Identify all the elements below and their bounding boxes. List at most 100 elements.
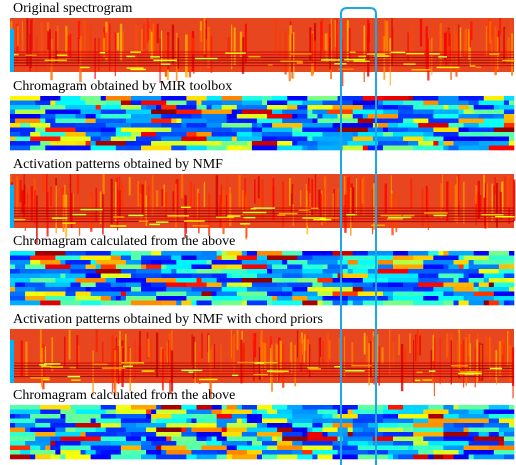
heatmap-cell xyxy=(161,189,164,207)
heatmap-cell xyxy=(495,350,497,380)
heatmap-cell xyxy=(137,180,140,207)
heatmap-cell xyxy=(251,123,258,128)
heatmap-cell xyxy=(55,31,58,64)
heatmap-cell xyxy=(211,132,238,137)
heatmap-cell xyxy=(10,218,514,220)
heatmap-cell xyxy=(30,123,51,128)
heatmap-cell xyxy=(150,56,160,58)
heatmap-cell xyxy=(404,348,407,375)
heatmap-cell xyxy=(475,185,478,204)
heatmap-cell xyxy=(460,343,463,376)
heatmap-cell xyxy=(191,287,222,292)
heatmap-cell xyxy=(415,334,417,362)
heatmap-cell xyxy=(413,445,444,451)
heatmap-cell xyxy=(388,273,419,279)
heatmap-cell xyxy=(287,418,313,424)
heatmap-cell xyxy=(160,30,163,64)
heatmap-cell xyxy=(458,329,461,373)
heatmap-cell xyxy=(10,432,36,437)
heatmap-cell xyxy=(33,177,36,198)
heatmap-cell xyxy=(10,264,16,270)
heatmap-cell xyxy=(303,334,306,351)
heatmap-cell xyxy=(49,366,64,368)
heatmap-cell xyxy=(443,427,454,433)
heatmap-cell xyxy=(35,100,51,106)
heatmap-cell xyxy=(115,432,132,437)
heatmap-cell xyxy=(282,251,303,256)
heatmap-cell xyxy=(80,96,102,101)
heatmap-cell xyxy=(72,193,74,213)
heatmap-cell xyxy=(95,260,127,265)
heatmap-cell xyxy=(130,251,152,256)
heatmap-cell xyxy=(206,136,233,142)
heatmap-cell xyxy=(443,300,454,306)
heatmap-cell xyxy=(453,454,469,460)
heatmap-cell xyxy=(256,123,263,128)
heatmap-cell xyxy=(201,141,222,146)
heatmap-cell xyxy=(176,179,179,221)
heatmap-cell xyxy=(384,183,388,213)
heatmap-cell xyxy=(221,282,228,288)
heatmap-cell xyxy=(359,179,362,215)
heatmap-cell xyxy=(141,28,143,53)
heatmap-cell xyxy=(382,100,404,106)
heatmap-cell xyxy=(77,345,80,364)
heatmap-cell xyxy=(241,260,268,265)
heatmap-cell xyxy=(342,145,364,151)
heatmap-cell xyxy=(311,207,319,210)
heatmap-cell xyxy=(463,423,485,428)
heatmap-cell xyxy=(448,145,459,151)
heatmap-cell xyxy=(171,414,192,419)
heatmap-cell xyxy=(216,418,238,424)
heatmap-cell xyxy=(413,300,444,306)
heatmap-cell xyxy=(194,57,218,60)
heatmap-cell xyxy=(267,255,298,261)
heatmap-cell xyxy=(438,141,444,146)
heatmap-cell xyxy=(463,450,495,455)
heatmap-cell xyxy=(362,105,384,110)
heatmap-cell xyxy=(256,287,283,292)
heatmap-cell xyxy=(498,300,505,306)
heatmap-cell xyxy=(130,132,142,137)
heatmap-cell xyxy=(130,100,142,106)
heatmap-cell xyxy=(347,441,369,446)
heatmap-cell xyxy=(272,269,303,274)
heatmap-cell xyxy=(102,341,104,363)
heatmap-cell xyxy=(241,145,253,151)
heatmap-cell xyxy=(371,341,374,375)
heatmap-cell xyxy=(71,379,81,381)
heatmap-cell xyxy=(50,445,61,451)
heatmap-cell xyxy=(75,114,86,119)
heatmap-cell xyxy=(448,251,474,256)
heatmap-cell xyxy=(15,423,36,428)
heatmap-cell xyxy=(246,269,268,274)
heatmap-cell xyxy=(138,345,142,365)
heatmap-cell xyxy=(402,214,415,217)
heatmap-cell xyxy=(489,367,503,370)
heatmap-cell xyxy=(468,409,485,415)
heatmap-cell xyxy=(398,414,429,419)
heatmap-cell xyxy=(65,260,91,265)
heatmap-cell xyxy=(468,427,500,433)
heatmap-cell xyxy=(110,441,142,446)
heatmap-cell xyxy=(442,174,444,209)
heatmap-cell xyxy=(485,25,488,57)
heatmap-cell xyxy=(347,296,379,301)
heatmap-cell xyxy=(307,335,310,370)
heatmap-cell xyxy=(100,132,117,137)
heatmap-cell xyxy=(85,432,117,437)
heatmap-cell xyxy=(100,423,122,428)
heatmap-cell xyxy=(92,350,94,396)
heatmap-cell xyxy=(423,436,444,442)
heatmap-cell xyxy=(221,123,253,128)
heatmap-cell xyxy=(251,441,263,446)
heatmap-cell xyxy=(320,21,322,60)
heatmap-cell xyxy=(171,436,197,442)
heatmap-cell xyxy=(450,340,452,385)
heatmap-cell xyxy=(393,251,409,256)
heatmap-cell xyxy=(10,418,36,424)
heatmap-cell xyxy=(382,96,409,101)
heatmap-cell xyxy=(171,118,177,124)
heatmap-cell xyxy=(176,105,197,110)
heatmap-cell xyxy=(337,114,354,119)
